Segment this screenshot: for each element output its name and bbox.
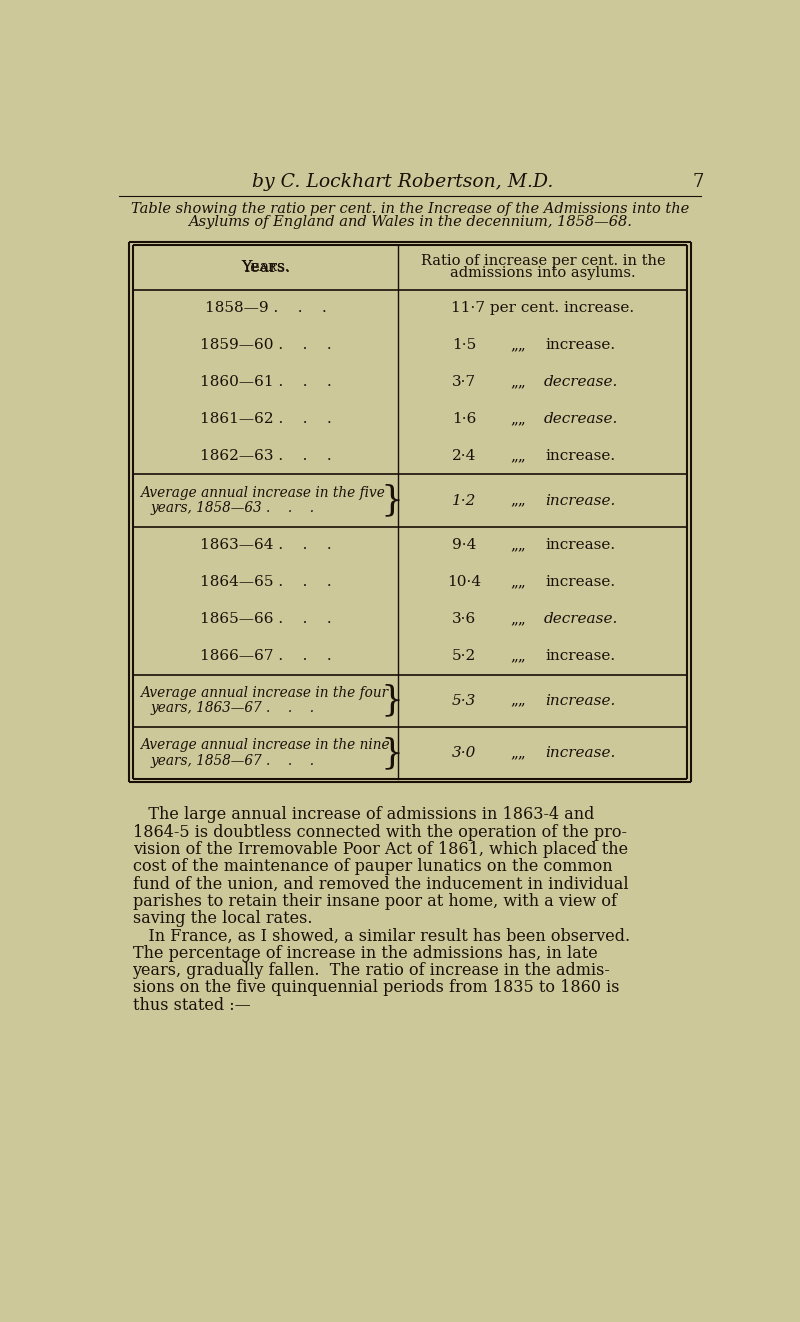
Text: Ratio of increase per cent. in the: Ratio of increase per cent. in the xyxy=(421,254,666,268)
Text: fund of the union, and removed the inducement in individual: fund of the union, and removed the induc… xyxy=(133,875,628,892)
Text: decrease.: decrease. xyxy=(543,375,618,389)
Text: 7: 7 xyxy=(693,173,704,190)
Text: „„: „„ xyxy=(510,538,526,553)
Text: sions on the five quinquennial periods from 1835 to 1860 is: sions on the five quinquennial periods f… xyxy=(133,980,619,997)
Text: }: } xyxy=(381,736,404,771)
Text: admissions into asylums.: admissions into asylums. xyxy=(450,266,636,280)
Text: }: } xyxy=(381,484,404,517)
Text: „„: „„ xyxy=(510,375,526,389)
Text: In France, as I showed, a similar result has been observed.: In France, as I showed, a similar result… xyxy=(133,928,630,944)
Text: 9·4: 9·4 xyxy=(452,538,477,553)
Text: 1864-5 is doubtless connected with the operation of the pro-: 1864-5 is doubtless connected with the o… xyxy=(133,824,626,841)
Text: years, 1858—63 .    .    .: years, 1858—63 . . . xyxy=(150,501,314,516)
Text: 1863—64 .    .    .: 1863—64 . . . xyxy=(200,538,331,553)
Text: 1864—65 .    .    .: 1864—65 . . . xyxy=(200,575,331,590)
Text: „„: „„ xyxy=(510,449,526,463)
Text: increase.: increase. xyxy=(546,746,616,760)
Text: increase.: increase. xyxy=(546,575,615,590)
Text: 11·7 per cent. increase.: 11·7 per cent. increase. xyxy=(451,301,634,315)
Text: }: } xyxy=(381,683,404,718)
Text: 1858—9 .    .    .: 1858—9 . . . xyxy=(205,301,326,315)
Text: Yᴇᴀʀs.: Yᴇᴀʀs. xyxy=(242,260,290,274)
Text: decrease.: decrease. xyxy=(543,412,618,426)
Text: „„: „„ xyxy=(510,612,526,627)
Text: Average annual increase in the nine: Average annual increase in the nine xyxy=(140,739,390,752)
Text: decrease.: decrease. xyxy=(543,612,618,627)
Text: 3·6: 3·6 xyxy=(452,612,476,627)
Text: „„: „„ xyxy=(510,575,526,590)
Text: parishes to retain their insane poor at home, with a view of: parishes to retain their insane poor at … xyxy=(133,892,617,910)
Text: vision of the Irremovable Poor Act of 1861, which placed the: vision of the Irremovable Poor Act of 18… xyxy=(133,841,628,858)
Text: Years.: Years. xyxy=(241,259,290,276)
Text: 1859—60 .    .    .: 1859—60 . . . xyxy=(200,338,331,352)
Text: 3·7: 3·7 xyxy=(452,375,476,389)
Text: 1862—63 .    .    .: 1862—63 . . . xyxy=(200,449,331,463)
Text: cost of the maintenance of pauper lunatics on the common: cost of the maintenance of pauper lunati… xyxy=(133,858,612,875)
Text: „„: „„ xyxy=(510,338,526,352)
Text: 1·5: 1·5 xyxy=(452,338,476,352)
Text: 1866—67 .    .    .: 1866—67 . . . xyxy=(200,649,331,664)
Text: Average annual increase in the four: Average annual increase in the four xyxy=(140,686,389,701)
Text: years, 1858—67 .    .    .: years, 1858—67 . . . xyxy=(150,754,314,768)
Text: increase.: increase. xyxy=(546,694,616,707)
Text: by C. Lockhart Robertson, M.D.: by C. Lockhart Robertson, M.D. xyxy=(251,173,553,190)
Text: „„: „„ xyxy=(510,493,526,508)
Text: years, 1863—67 .    .    .: years, 1863—67 . . . xyxy=(150,702,314,715)
Text: The percentage of increase in the admissions has, in late: The percentage of increase in the admiss… xyxy=(133,945,598,962)
Text: The large annual increase of admissions in 1863-4 and: The large annual increase of admissions … xyxy=(133,806,594,824)
Text: increase.: increase. xyxy=(546,649,615,664)
Text: 1860—61 .    .    .: 1860—61 . . . xyxy=(199,375,331,389)
Text: increase.: increase. xyxy=(546,338,615,352)
Text: Table showing the ratio per cent. in the Increase of the Admissions into the: Table showing the ratio per cent. in the… xyxy=(131,202,689,215)
Text: saving the local rates.: saving the local rates. xyxy=(133,910,312,927)
Text: 5·2: 5·2 xyxy=(452,649,476,664)
Text: „„: „„ xyxy=(510,746,526,760)
Text: thus stated :—: thus stated :— xyxy=(133,997,250,1014)
Text: „„: „„ xyxy=(510,649,526,664)
Text: 3·0: 3·0 xyxy=(452,746,477,760)
Text: 2·4: 2·4 xyxy=(452,449,477,463)
Text: Asylums of England and Wales in the decennium, 1858—68.: Asylums of England and Wales in the dece… xyxy=(188,214,632,229)
Text: increase.: increase. xyxy=(546,538,615,553)
Text: „„: „„ xyxy=(510,694,526,707)
Text: 1·2: 1·2 xyxy=(452,493,477,508)
Text: „„: „„ xyxy=(510,412,526,426)
Text: 10·4: 10·4 xyxy=(447,575,482,590)
Text: increase.: increase. xyxy=(546,449,615,463)
Text: Average annual increase in the five: Average annual increase in the five xyxy=(140,485,385,500)
Text: 5·3: 5·3 xyxy=(452,694,477,707)
Text: 1861—62 .    .    .: 1861—62 . . . xyxy=(199,412,331,426)
Text: 1865—66 .    .    .: 1865—66 . . . xyxy=(200,612,331,627)
Text: 1·6: 1·6 xyxy=(452,412,477,426)
Text: increase.: increase. xyxy=(546,493,616,508)
Text: years, gradually fallen.  The ratio of increase in the admis-: years, gradually fallen. The ratio of in… xyxy=(133,962,610,980)
